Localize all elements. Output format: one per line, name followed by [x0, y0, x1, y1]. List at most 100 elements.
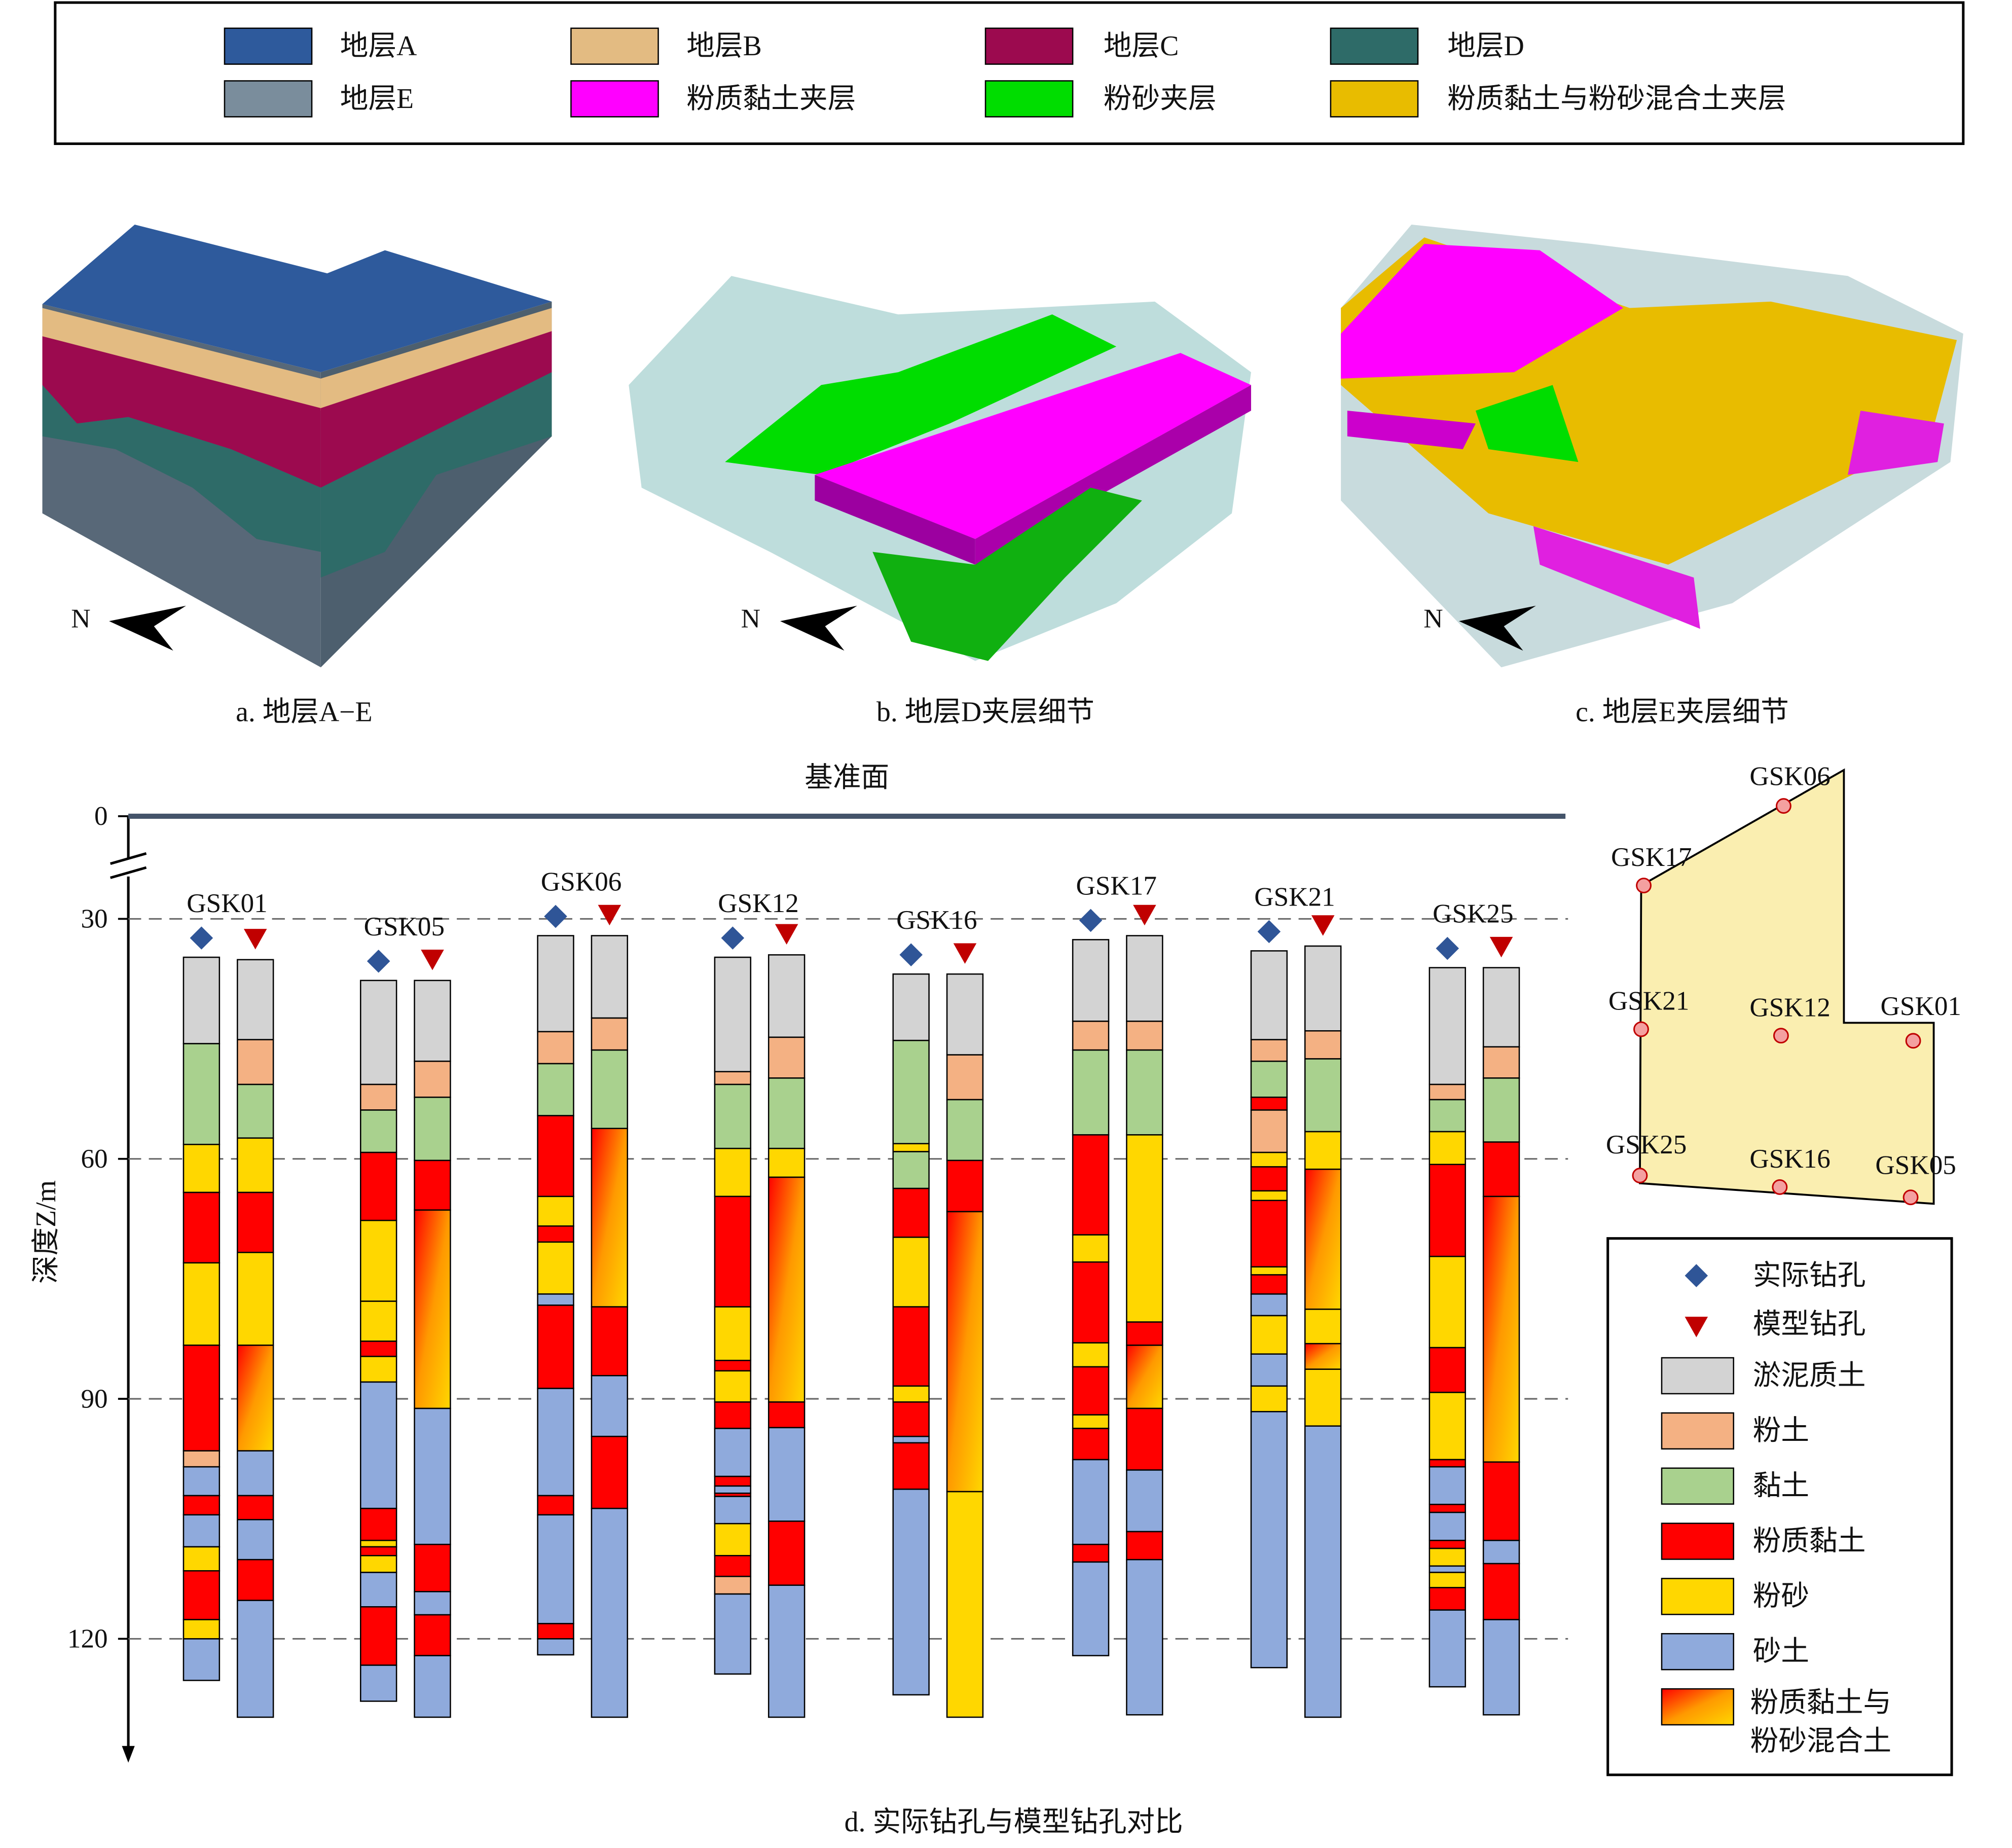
soil-layer: [1250, 1266, 1288, 1276]
soil-layer: [1482, 1461, 1520, 1541]
legend-swatch: [1661, 1412, 1734, 1450]
soil-layer: [1304, 1368, 1342, 1427]
soil-layer: [414, 1614, 451, 1656]
soil-layer: [1072, 1234, 1110, 1263]
soil-layer: [360, 1356, 397, 1383]
soil-layer: [1304, 1343, 1342, 1370]
soil-layer: [1482, 1540, 1520, 1565]
soil-layer: [714, 1370, 752, 1403]
axis-break-mark: [109, 866, 147, 879]
soil-layer: [591, 1435, 629, 1509]
actual-marker: [190, 926, 213, 950]
soil-layer: [414, 1159, 451, 1211]
site-borehole-label: GSK17: [1611, 843, 1692, 872]
soil-layer: [892, 1039, 930, 1145]
borehole-label: GSK05: [364, 912, 445, 941]
soil-layer: [237, 1345, 274, 1452]
soil-layer: [1304, 1030, 1342, 1060]
soil-layer: [182, 1514, 221, 1548]
soil-layer: [182, 1570, 221, 1620]
soil-layer: [714, 1306, 752, 1361]
panel-caption: a. 地层A−E: [236, 697, 373, 728]
soil-layer: [1429, 1504, 1466, 1513]
soil-layer: [360, 1572, 397, 1608]
soil-layer: [182, 956, 221, 1044]
soil-layer: [946, 1099, 984, 1162]
soil-layer: [946, 1211, 984, 1493]
site-borehole: [1903, 1189, 1919, 1206]
soil-layer: [182, 1043, 221, 1145]
soil-layer: [414, 1407, 451, 1545]
soil-layer: [537, 1225, 574, 1243]
legend-label: 实际钻孔: [1753, 1260, 1866, 1291]
soil-layer: [1429, 1572, 1466, 1588]
borehole-label: GSK16: [896, 905, 977, 935]
soil-layer: [1250, 1109, 1288, 1153]
soil-layer: [1250, 950, 1288, 1040]
soil-layer: [767, 1584, 806, 1718]
site-borehole-label: GSK01: [1881, 992, 1961, 1021]
strata-legend-label: 粉质黏土夹层: [686, 83, 856, 115]
soil-layer: [1072, 1428, 1110, 1461]
soil-layer: [182, 1638, 221, 1681]
soil-layer: [1482, 1563, 1520, 1620]
soil-layer: [182, 1262, 221, 1346]
soil-layer: [714, 1555, 752, 1577]
y-tick-label: 30: [81, 904, 107, 934]
site-borehole: [1632, 1168, 1648, 1184]
soil-layer: [182, 1144, 221, 1193]
soil-layer: [892, 1151, 930, 1189]
borehole-label: GSK01: [187, 889, 267, 918]
soil-layer: [1482, 967, 1520, 1048]
soil-layer: [360, 1381, 397, 1509]
site-borehole-label: GSK21: [1608, 987, 1689, 1016]
soil-layer: [182, 1546, 221, 1572]
north-label: N: [1423, 604, 1443, 633]
soil-layer: [1250, 1353, 1288, 1387]
site-borehole-label: GSK25: [1606, 1130, 1687, 1159]
soil-layer: [360, 1606, 397, 1666]
soil-layer: [892, 1435, 930, 1444]
soil-layer: [537, 1623, 574, 1640]
soil-layer: [537, 1031, 574, 1065]
soil-layer: [714, 1360, 752, 1372]
soil-layer: [714, 1475, 752, 1487]
strata-legend-swatch: [570, 80, 659, 118]
legend-label: 淤泥质土: [1753, 1360, 1866, 1391]
soil-layer: [714, 1576, 752, 1595]
soil-layer: [237, 959, 274, 1040]
soil-layer: [414, 980, 451, 1062]
soil-layer: [1126, 1531, 1163, 1561]
soil-layer: [714, 1195, 752, 1308]
soil-layer: [237, 1450, 274, 1497]
strata-legend-swatch: [570, 27, 659, 65]
soil-layer: [1429, 1547, 1466, 1567]
soil-layer: [537, 1063, 574, 1116]
site-borehole-label: GSK05: [1875, 1151, 1956, 1180]
legend-box: [1606, 1237, 1953, 1777]
soil-layer: [892, 1489, 930, 1696]
soil-layer: [892, 1187, 930, 1238]
soil-layer: [537, 1514, 574, 1624]
soil-layer: [237, 1039, 274, 1085]
soil-layer: [1482, 1141, 1520, 1198]
soil-layer: [892, 1306, 930, 1387]
panel-c-model: [1341, 224, 1963, 668]
model-marker: [1133, 904, 1156, 926]
legend-label: 粉土: [1753, 1415, 1809, 1446]
soil-layer: [946, 1054, 984, 1101]
soil-layer: [360, 980, 397, 1085]
soil-layer: [1429, 1511, 1466, 1541]
y-axis-label: 深度Z/m: [30, 1180, 62, 1284]
soil-layer: [1072, 1561, 1110, 1656]
model-marker: [1489, 936, 1513, 958]
soil-layer: [892, 1385, 930, 1403]
site-borehole: [1905, 1033, 1921, 1049]
strata-legend-box: [54, 1, 1965, 146]
strata-legend-swatch: [224, 80, 313, 118]
strata-legend-swatch: [984, 27, 1074, 65]
legend-label: 模型钻孔: [1753, 1309, 1866, 1340]
soil-layer: [1429, 1392, 1466, 1461]
soil-layer: [182, 1450, 221, 1468]
soil-layer: [360, 1507, 397, 1541]
